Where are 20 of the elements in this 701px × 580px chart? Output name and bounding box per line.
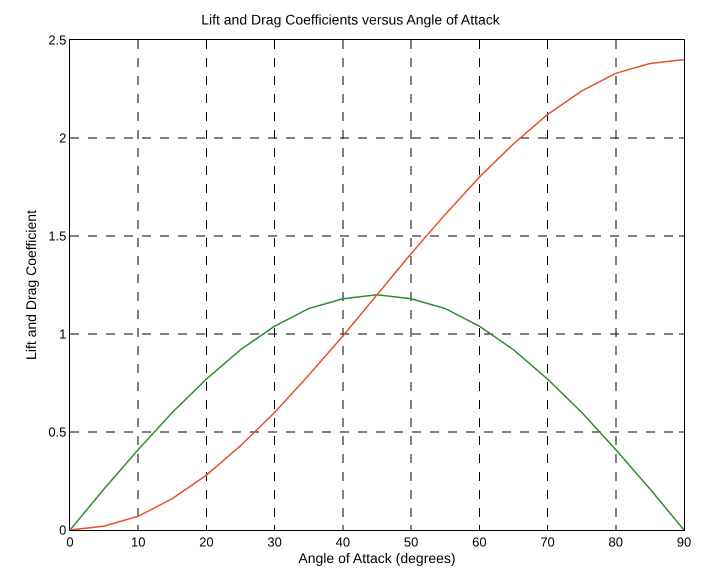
x-tick-label: 40	[336, 534, 350, 550]
y-tick-label: 2	[59, 130, 66, 146]
line-series	[70, 294, 684, 530]
y-tick-label: 1.5	[48, 228, 66, 244]
x-tick-label: 30	[267, 534, 282, 550]
chart-title: Lift and Drag Coefficients versus Angle of Attack	[201, 11, 501, 28]
y-tick-label: 0.5	[48, 424, 66, 440]
x-tick-label: 10	[130, 534, 146, 550]
x-tick-label: 80	[608, 534, 624, 550]
x-axis-title: Angle of Attack (degrees)	[298, 550, 456, 566]
y-tick-label: 0	[59, 522, 66, 538]
x-tick-label: 50	[404, 534, 418, 550]
y-tick-label: 2.5	[48, 32, 66, 48]
line-series	[70, 58, 684, 530]
y-tick-label: 1	[59, 326, 66, 342]
x-tick-label: 60	[472, 534, 487, 550]
x-tick-label: 20	[199, 534, 214, 550]
x-tick-label: 90	[676, 534, 692, 550]
x-tick-label: 70	[540, 534, 555, 550]
y-axis-title: Lift and Drag Coefficient	[22, 210, 39, 360]
